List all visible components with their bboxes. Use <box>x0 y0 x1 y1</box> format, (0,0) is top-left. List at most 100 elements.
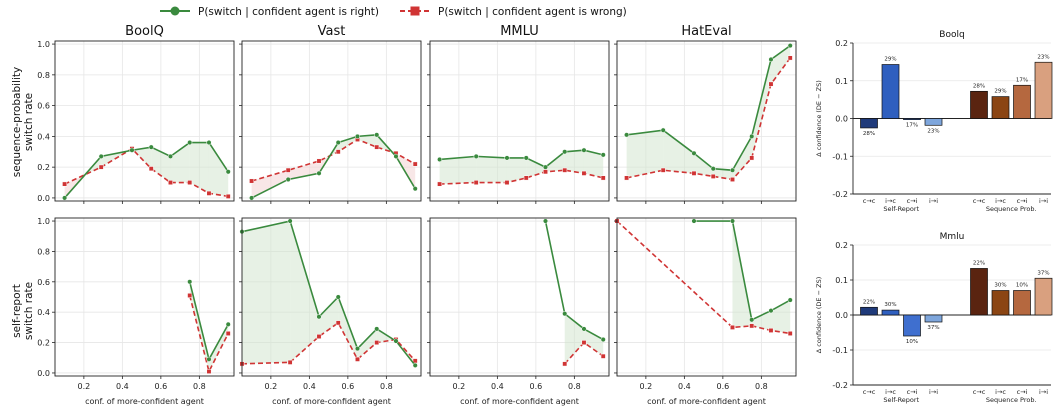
legend-wrong-label: P(switch | confident agent is wrong) <box>438 6 627 18</box>
point-wrong <box>225 331 231 336</box>
bar-category-label: c→i <box>1017 388 1028 396</box>
bar-pct-label: 23% <box>1037 54 1049 60</box>
xtick-label: 0.4 <box>303 382 316 391</box>
bar-panel-0: 28% c→c 29% i→c 17% c→i 23% i→i 28% c→c 29% i→c 17% c… <box>815 30 1053 213</box>
bar-pct-label: 17% <box>1016 77 1028 83</box>
point-wrong <box>412 161 418 167</box>
xtick-label: 0.8 <box>568 382 581 391</box>
point-wrong <box>316 334 322 339</box>
bar-ytick-label: 0.2 <box>835 39 848 48</box>
series-line-wrong <box>64 147 229 198</box>
point-wrong <box>98 164 104 170</box>
bar-panels: 28% c→c 29% i→c 17% c→i 23% i→i 28% c→c 29% i→c 17% c… <box>815 30 1053 404</box>
ytick-label: 0.0 <box>37 369 50 378</box>
fill-region-2-4-0 <box>545 151 565 172</box>
row-label-top: sequence-probability switch rate <box>11 67 35 177</box>
point-right <box>285 176 291 183</box>
xtick-label: 0.6 <box>716 382 729 391</box>
bar-category-label: c→i <box>1017 197 1028 205</box>
fill-region-0-4-0 <box>170 142 190 183</box>
point-wrong <box>600 175 606 181</box>
series-line-wrong <box>241 321 416 365</box>
point-wrong <box>660 167 666 173</box>
series-line-wrong <box>439 169 604 185</box>
bar <box>924 118 943 126</box>
point-wrong <box>768 81 774 87</box>
line-panel-6: 0.2 0.4 0.6 0.8 conf. of more-confident agen… <box>427 217 610 406</box>
line-panel-7: 0.2 0.4 0.6 0.8 conf. of more-confident agen… <box>614 217 797 406</box>
axes-frame <box>429 217 610 377</box>
point-right <box>62 195 68 201</box>
bar-category-label: i→c <box>885 197 896 205</box>
bar-ytick-label: 0.0 <box>835 115 848 124</box>
bar-pct-label: 28% <box>973 83 985 89</box>
point-right <box>691 218 697 224</box>
fill-region-5-2-0 <box>318 297 339 337</box>
xtick-label: 0.8 <box>380 382 393 391</box>
point-wrong <box>730 177 735 182</box>
panel-title: BoolQ <box>125 24 164 39</box>
point-right <box>710 166 716 172</box>
bar-ytick-label: 0.1 <box>835 77 848 86</box>
point-wrong <box>787 331 793 336</box>
ytick-label: 0.0 <box>37 194 50 203</box>
legend-right-label: P(switch | confident agent is right) <box>198 6 379 18</box>
bar-pct-label: 37% <box>1037 270 1049 276</box>
bar-pct-label: 30% <box>884 302 896 308</box>
point-right <box>374 326 380 332</box>
point-wrong <box>749 155 755 161</box>
ytick-label: 0.4 <box>37 132 50 141</box>
fill-region-5-1-0 <box>290 221 319 363</box>
point-wrong <box>225 193 231 199</box>
xtick-label: 0.2 <box>453 382 466 391</box>
point-right <box>437 156 443 163</box>
row-label-bottom-1: self-report <box>11 284 23 338</box>
point-right <box>729 218 736 224</box>
point-wrong <box>335 320 341 326</box>
axes-frame <box>616 40 797 202</box>
point-wrong <box>710 173 716 179</box>
point-right <box>316 314 322 320</box>
point-right <box>354 346 361 352</box>
line-panel-3: HatEval <box>614 24 797 204</box>
bar-category-label: c→c <box>973 197 986 205</box>
point-wrong <box>374 144 380 150</box>
bar-pct-label: 10% <box>906 339 918 345</box>
panel-title: MMLU <box>500 24 539 39</box>
fill-region-3-0-0 <box>626 130 664 178</box>
point-wrong <box>543 169 548 175</box>
point-right <box>768 308 774 314</box>
fill-region-0-3-0 <box>151 147 171 183</box>
series-line-right <box>251 134 416 199</box>
bar-ytick-label: 0.2 <box>835 241 848 250</box>
legend-wrong-marker <box>410 6 420 16</box>
bar-y-axis-label: Δ confidence (DE − ZS) <box>815 277 823 354</box>
point-right <box>412 362 418 368</box>
bar <box>1013 84 1031 119</box>
row-label-bottom: self-report switch rate <box>11 282 35 340</box>
fill-region-2-1-0 <box>476 156 507 183</box>
point-right <box>393 338 399 344</box>
axes-frame <box>616 217 797 377</box>
point-right <box>729 167 736 173</box>
bar-pct-label: 29% <box>884 57 896 63</box>
bar <box>1034 277 1053 316</box>
bar <box>924 314 943 323</box>
legend-right-marker <box>170 6 180 16</box>
bar <box>991 96 1010 119</box>
point-right <box>206 356 212 362</box>
point-wrong <box>316 158 322 164</box>
point-right <box>600 336 606 343</box>
point-wrong <box>187 293 193 298</box>
x-axis-label: conf. of more-confident agent <box>85 397 204 406</box>
point-wrong <box>473 180 479 185</box>
bar-category-label: c→c <box>863 388 876 396</box>
bar-pct-label: 30% <box>994 283 1006 289</box>
point-right <box>749 317 755 323</box>
point-right <box>187 139 193 146</box>
point-right <box>581 147 587 153</box>
line-panel-4: 0.0 0.2 0.4 0.6 0.8 1.0 0.2 0.4 0.6 0.8 conf. of m… <box>37 217 235 406</box>
fill-region-1-4-0 <box>357 134 377 148</box>
panel-title: HatEval <box>681 24 731 39</box>
bar <box>1013 290 1031 316</box>
